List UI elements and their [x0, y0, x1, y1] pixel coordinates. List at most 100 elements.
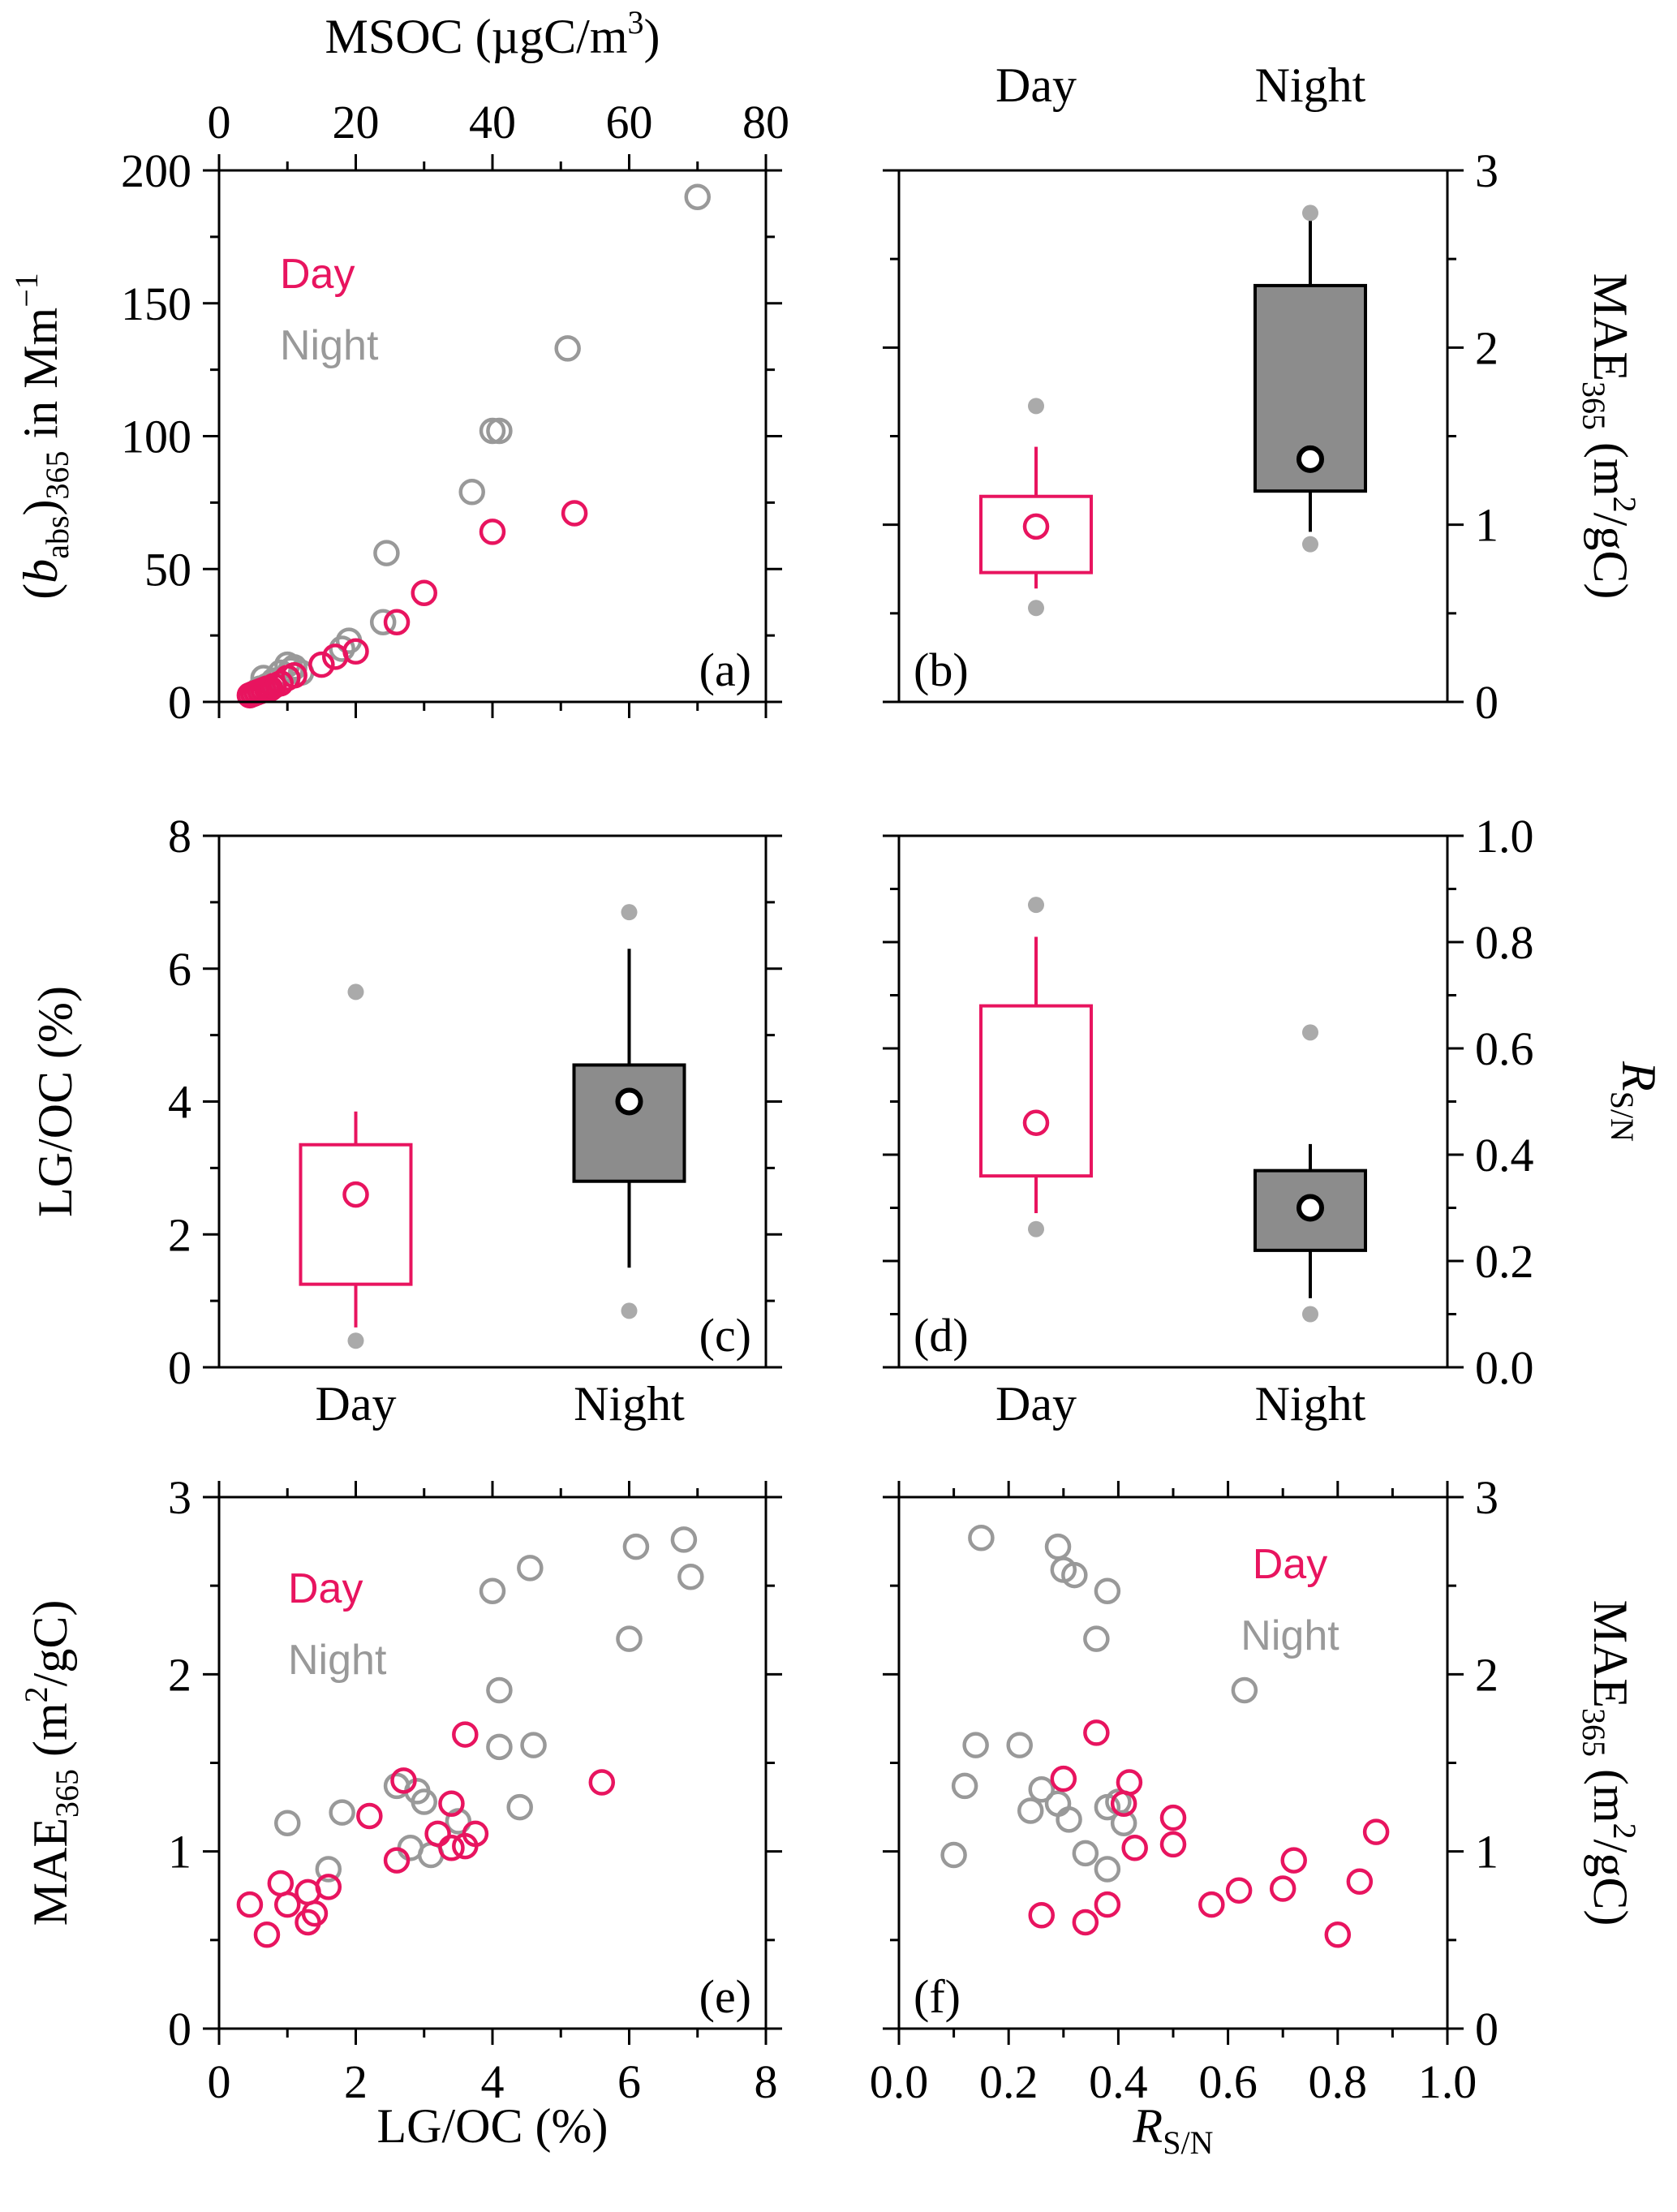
day-point — [438, 1835, 465, 1861]
day-point — [1083, 1719, 1110, 1746]
day-point — [315, 1874, 342, 1900]
y-tick-label: 0.2 — [1475, 1235, 1534, 1288]
day-point — [342, 638, 369, 665]
box-median-marker — [1022, 1109, 1050, 1136]
y-tick-label: 0 — [168, 2003, 191, 2055]
night-point — [1110, 1810, 1137, 1836]
day-point — [1050, 1765, 1077, 1792]
day-point — [1121, 1835, 1148, 1861]
box-median-marker — [1296, 445, 1324, 473]
day-point — [1269, 1875, 1296, 1902]
x-tick-label: 6 — [617, 2055, 641, 2108]
outlier-point — [347, 983, 364, 1001]
day-point — [383, 1847, 411, 1874]
category-label-night: Night — [1255, 1377, 1366, 1431]
y-axis-title: (babs)365 in Mm−1 — [8, 273, 75, 600]
legend-night: Night — [288, 1637, 387, 1684]
title-part: 2 — [1606, 497, 1643, 513]
y-axis-title: MAE365 (m2/gC) — [1576, 273, 1643, 600]
y-axis-title: RS/N — [1604, 1061, 1666, 1142]
title-part: R — [1612, 1061, 1666, 1091]
night-point — [951, 1772, 978, 1800]
outlier-point — [1028, 897, 1044, 914]
y-tick-label: 0.4 — [1475, 1129, 1534, 1181]
y-tick-label: 4 — [168, 1076, 191, 1129]
day-point — [253, 1922, 281, 1948]
box-median-marker — [342, 1181, 369, 1208]
category-label-day: Day — [316, 1377, 397, 1431]
night-point — [1017, 1797, 1044, 1824]
y-tick-label: 2 — [1475, 1648, 1499, 1701]
x-tick-label: 20 — [333, 96, 380, 148]
day-point — [267, 669, 295, 697]
outlier-point — [1028, 600, 1044, 617]
night-point — [968, 1524, 995, 1551]
title-part: 2 — [1606, 1823, 1643, 1840]
panel-label: (d) — [914, 1309, 969, 1362]
night-point — [479, 417, 506, 445]
night-point — [445, 1808, 472, 1835]
outlier-point — [1028, 1220, 1044, 1237]
day-point — [356, 1802, 383, 1830]
night-point — [1083, 1625, 1110, 1652]
x-tick-label: 80 — [742, 96, 789, 148]
day-point — [1116, 1769, 1143, 1796]
night-point — [369, 609, 397, 635]
day-point — [479, 519, 506, 545]
night-point — [373, 540, 400, 566]
night-point — [486, 1733, 513, 1761]
box-iqr — [979, 1004, 1093, 1178]
category-label-day: Day — [995, 1377, 1077, 1431]
x-tick-label: 0 — [208, 2055, 231, 2108]
x-axis-title: MSOC (µgC/m3) — [325, 4, 660, 63]
day-point — [383, 609, 411, 635]
panel-d: 0.0 0.2 0.4 0.6 0.8 1.0 Day Night RS/N (d) — [883, 810, 1666, 1431]
night-point — [670, 1526, 698, 1553]
day-point — [1159, 1804, 1187, 1831]
night-point — [1056, 1806, 1082, 1833]
night-point — [479, 1577, 506, 1604]
night-point — [554, 335, 581, 362]
box-iqr — [299, 1143, 413, 1286]
day-point — [1072, 1909, 1099, 1936]
y-tick-label: 200 — [121, 144, 191, 197]
night-point — [506, 1793, 533, 1821]
legend-night: Night — [1241, 1612, 1339, 1659]
day-point — [301, 1900, 329, 1927]
title-part: /gC) — [1584, 513, 1637, 600]
box-iqr — [572, 1063, 686, 1183]
night-point — [1028, 1776, 1056, 1803]
night-point — [315, 1856, 342, 1883]
day-point — [1324, 1922, 1352, 1948]
day-point — [1225, 1877, 1253, 1904]
panel-label: (a) — [699, 643, 751, 696]
x-tick-label: 2 — [344, 2055, 368, 2108]
x-tick-label: 0.0 — [870, 2055, 929, 2108]
day-point — [1028, 1902, 1056, 1929]
y-tick-label: 1 — [168, 1826, 191, 1878]
night-point — [274, 1810, 301, 1836]
panel-label: (c) — [699, 1309, 751, 1362]
title-part: S/N — [1163, 2124, 1213, 2161]
title-part: (m — [1584, 430, 1637, 497]
y-tick-label: 3 — [1475, 1471, 1499, 1524]
box-median-marker — [615, 1087, 643, 1116]
y-tick-label: 100 — [121, 411, 191, 463]
title-part: MAE — [24, 1818, 77, 1926]
title-part: ) — [14, 499, 67, 515]
panel-label: (b) — [914, 643, 969, 696]
box-median-marker — [1022, 513, 1050, 540]
x-tick-label: 40 — [469, 96, 516, 148]
x-tick-label: 0 — [208, 96, 231, 148]
panel-label: (f) — [914, 1970, 961, 2023]
day-point — [281, 662, 307, 689]
panel-label: (e) — [699, 1970, 751, 2023]
y-tick-label: 3 — [168, 1471, 191, 1524]
day-point — [274, 1891, 301, 1918]
